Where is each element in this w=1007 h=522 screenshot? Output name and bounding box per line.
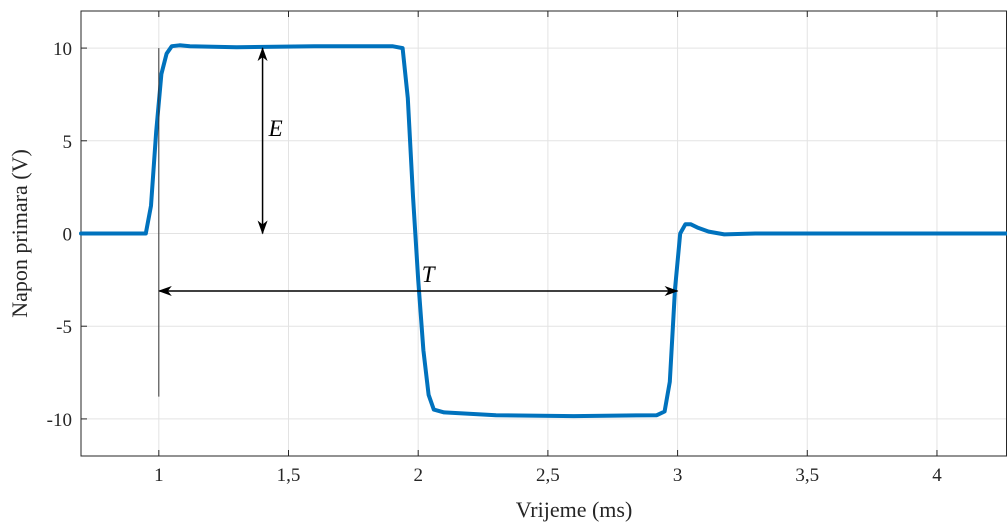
x-tick-label: 2,5 [536, 465, 560, 486]
annotations: ET [157, 47, 679, 397]
y-tick-label: -10 [47, 410, 72, 431]
series-line [79, 43, 1007, 419]
x-tick-label: 4 [932, 465, 942, 486]
y-tick-label: 10 [53, 39, 72, 60]
x-tick-label: 1,5 [277, 465, 301, 486]
series-group [79, 43, 1007, 419]
y-tick-label: 0 [63, 225, 73, 246]
tick-labels: 1 1,5 2 2,5 3 3,5 4 10 5 0 -5 -10 [47, 39, 943, 486]
e-label: E [268, 116, 283, 141]
y-tick-label: -5 [56, 317, 72, 338]
t-label: T [422, 262, 437, 287]
x-tick-label: 1 [154, 465, 164, 486]
x-tick-label: 2 [413, 465, 423, 486]
y-axis-label: Napon primara (V) [7, 149, 32, 318]
y-tick-label: 5 [63, 132, 73, 153]
x-tick-label: 3 [673, 465, 683, 486]
x-axis-label: Vrijeme (ms) [516, 497, 633, 522]
x-tick-label: 3,5 [795, 465, 819, 486]
